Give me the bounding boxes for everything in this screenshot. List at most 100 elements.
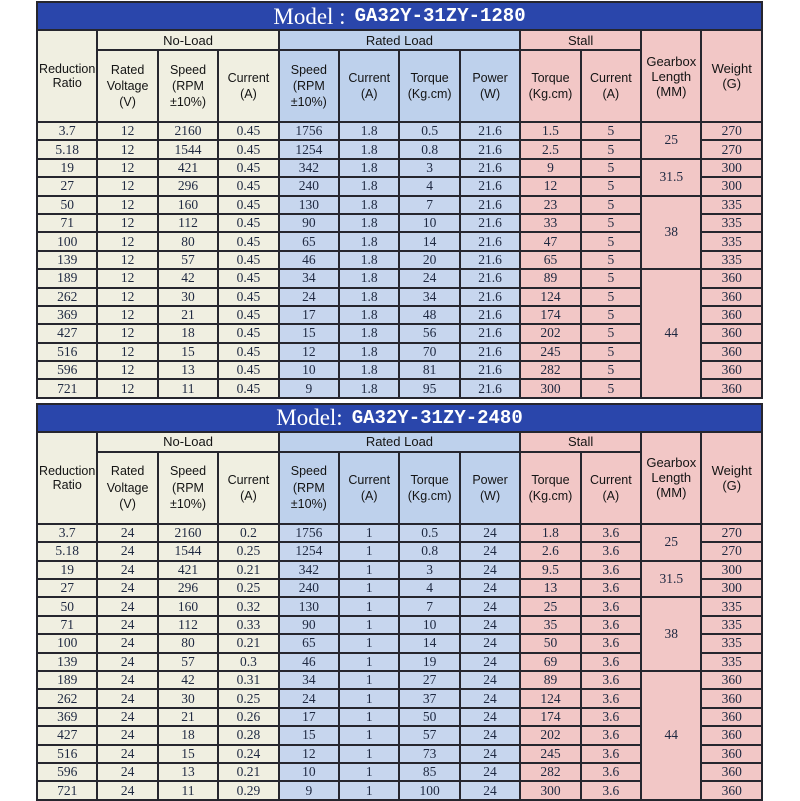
- rated-current-cell: 1: [338, 614, 401, 636]
- weight-cell: 360: [700, 706, 763, 728]
- noload-current-cell: 0.45: [217, 341, 280, 363]
- rated-speed-cell: 17: [277, 304, 341, 326]
- model-label: Model:: [276, 405, 343, 431]
- model-section-1280: Model : GA32Y-31ZY-1280 Reduction Ratio …: [35, 1, 763, 399]
- stall-current-cell: 5: [579, 360, 643, 381]
- spec-table: Reduction Ratio No-Load Rated Load Stall…: [35, 29, 763, 399]
- reduction-ratio-cell: 71: [35, 212, 99, 234]
- rated-torque-cell: 81: [398, 360, 461, 381]
- rated-voltage-cell: 24: [96, 541, 159, 562]
- noload-speed-cell: 15: [156, 743, 220, 764]
- rated-current-cell: 1.8: [338, 176, 401, 197]
- noload-current-cell: 0.21: [217, 633, 280, 654]
- weight-cell: 300: [700, 157, 763, 179]
- rated-torque-cell: 19: [398, 651, 461, 673]
- reduction-ratio-cell: 139: [35, 249, 99, 271]
- noload-speed-cell: 421: [156, 559, 220, 581]
- rated-voltage-cell: 24: [96, 559, 159, 581]
- noload-current-cell: 0.45: [217, 120, 280, 142]
- stall-torque-cell: 245: [519, 341, 582, 363]
- spec-row: 262 24 30 0.25 24 1 37 24 124 3.6 360: [35, 688, 763, 709]
- column-header-rated-torque: Torque (Kg.cm): [398, 49, 461, 123]
- weight-cell: 360: [700, 725, 763, 746]
- weight-cell: 335: [700, 194, 763, 215]
- noload-speed-cell: 160: [156, 596, 220, 617]
- weight-cell: 360: [700, 761, 763, 783]
- stall-current-cell: 5: [579, 268, 643, 289]
- rated-power-cell: 24: [458, 780, 522, 801]
- reduction-ratio-cell: 27: [35, 176, 99, 197]
- column-header-noload-speed: Speed (RPM ±10%): [156, 49, 220, 123]
- rated-voltage-cell: 12: [96, 249, 159, 271]
- stall-torque-cell: 9: [519, 157, 582, 179]
- reduction-ratio-cell: 5.18: [35, 139, 99, 160]
- stall-torque-cell: 12: [519, 176, 582, 197]
- noload-current-cell: 0.45: [217, 286, 280, 307]
- spec-row: 189 24 42 0.31 34 1 27 24 89 3.6 44 360: [35, 669, 763, 801]
- weight-cell: 360: [700, 780, 763, 801]
- noload-current-cell: 0.45: [217, 212, 280, 234]
- rated-power-cell: 24: [458, 669, 522, 691]
- noload-speed-cell: 1544: [156, 139, 220, 160]
- column-header-rated-speed: Speed (RPM ±10%): [277, 49, 341, 123]
- stall-torque-cell: 50: [519, 633, 582, 654]
- stall-current-cell: 5: [579, 120, 643, 142]
- rated-torque-cell: 100: [398, 780, 461, 801]
- noload-speed-cell: 57: [156, 651, 220, 673]
- reduction-ratio-cell: 596: [35, 360, 99, 381]
- spec-row: 596 24 13 0.21 10 1 85 24 282 3.6 360: [35, 761, 763, 783]
- rated-current-cell: 1.8: [338, 212, 401, 234]
- column-header-stall-current: Current (A): [579, 450, 643, 525]
- noload-current-cell: 0.45: [217, 304, 280, 326]
- rated-power-cell: 24: [458, 761, 522, 783]
- stall-torque-cell: 69: [519, 651, 582, 673]
- weight-cell: 360: [700, 323, 763, 344]
- group-header-row: Reduction Ratio No-Load Rated Load Stall…: [35, 430, 763, 525]
- rated-voltage-cell: 24: [96, 761, 159, 783]
- noload-speed-cell: 13: [156, 360, 220, 381]
- model-number: GA32Y-31ZY-2480: [351, 406, 523, 429]
- rated-current-cell: 1.8: [338, 323, 401, 344]
- noload-current-cell: 0.21: [217, 559, 280, 581]
- reduction-ratio-cell: 5.18: [35, 541, 99, 562]
- noload-speed-cell: 296: [156, 578, 220, 599]
- column-header-gearbox-length: Gearbox Length (MM): [640, 430, 703, 525]
- column-header-rated-voltage: Rated Voltage (V): [96, 450, 159, 525]
- rated-power-cell: 24: [458, 633, 522, 654]
- reduction-ratio-cell: 3.7: [35, 120, 99, 142]
- reduction-ratio-cell: 189: [35, 669, 99, 691]
- weight-cell: 360: [700, 268, 763, 289]
- stall-torque-cell: 33: [519, 212, 582, 234]
- gearbox-length-cell: 44: [640, 669, 703, 801]
- gearbox-length-cell: 44: [640, 268, 703, 399]
- noload-speed-cell: 2160: [156, 120, 220, 142]
- noload-speed-cell: 421: [156, 157, 220, 179]
- rated-current-cell: 1: [338, 559, 401, 581]
- noload-current-cell: 0.45: [217, 157, 280, 179]
- group-header-no-load: No-Load: [96, 430, 280, 453]
- rated-speed-cell: 10: [277, 360, 341, 381]
- rated-current-cell: 1.8: [338, 249, 401, 271]
- rated-power-cell: 21.6: [458, 378, 522, 399]
- rated-torque-cell: 37: [398, 688, 461, 709]
- rated-torque-cell: 4: [398, 578, 461, 599]
- rated-voltage-cell: 12: [96, 341, 159, 363]
- reduction-ratio-cell: 516: [35, 341, 99, 363]
- stall-torque-cell: 23: [519, 194, 582, 215]
- rated-voltage-cell: 24: [96, 688, 159, 709]
- column-header-row: Rated Voltage (V) Speed (RPM ±10%) Curre…: [37, 450, 762, 525]
- rated-current-cell: 1.8: [338, 304, 401, 326]
- reduction-ratio-cell: 100: [35, 633, 99, 654]
- rated-voltage-cell: 24: [96, 578, 159, 599]
- rated-torque-cell: 14: [398, 231, 461, 252]
- rated-torque-cell: 20: [398, 249, 461, 271]
- spec-row: 71 24 112 0.33 90 1 10 24 35 3.6 335: [35, 614, 763, 636]
- gearbox-length-cell: 31.5: [640, 559, 703, 599]
- rated-power-cell: 24: [458, 541, 522, 562]
- rated-torque-cell: 85: [398, 761, 461, 783]
- spec-row: 50 12 160 0.45 130 1.8 7 21.6 23 5 38 335: [35, 194, 763, 271]
- rated-voltage-cell: 12: [96, 286, 159, 307]
- noload-current-cell: 0.24: [217, 743, 280, 764]
- rated-current-cell: 1.8: [338, 139, 401, 160]
- rated-current-cell: 1: [338, 688, 401, 709]
